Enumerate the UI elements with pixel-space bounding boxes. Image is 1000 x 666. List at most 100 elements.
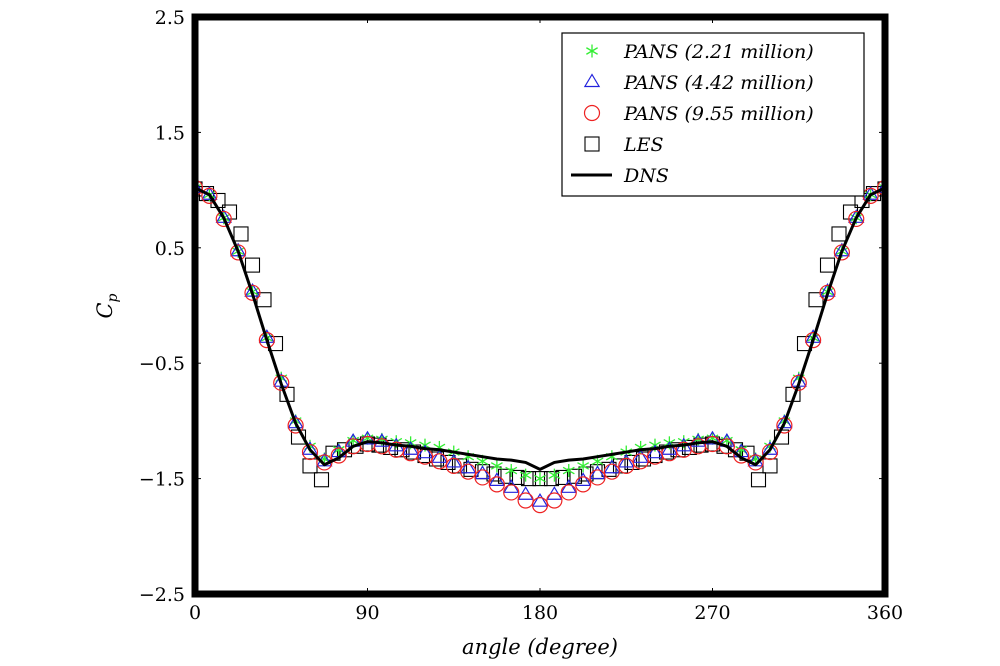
data-point-circle: [474, 469, 491, 486]
data-point-square: [509, 469, 525, 485]
data-point-square: [428, 451, 445, 467]
series-star: [195, 181, 885, 486]
data-point-square: [601, 461, 617, 477]
data-point-circle: [718, 438, 735, 455]
y-tick-label: 1.5: [155, 122, 185, 144]
data-point-square: [819, 257, 836, 273]
data-point-circle: [575, 476, 592, 493]
data-point-square: [612, 458, 629, 474]
data-point-circle: [632, 453, 649, 470]
data-point-triangle: [431, 449, 448, 463]
data-point-circle: [488, 476, 505, 493]
legend-symbol-square: [584, 136, 600, 152]
data-point-triangle: [776, 414, 793, 429]
y-axis-label-subscript: p: [105, 293, 121, 302]
data-point-circle: [273, 374, 290, 391]
data-point-square: [762, 458, 778, 474]
data-point-triangle: [618, 453, 635, 468]
x-tick-label: 180: [522, 602, 558, 624]
data-point-circle: [195, 179, 204, 196]
data-point-circle: [876, 179, 885, 196]
legend-label: PANS (2.21 million): [623, 41, 814, 63]
legend-label-name: PANS: [623, 103, 678, 125]
data-point-triangle: [195, 179, 204, 193]
series-line-dns: [195, 186, 885, 471]
data-point-triangle: [589, 465, 606, 480]
data-point-star: [562, 464, 575, 478]
data-point-circle: [603, 463, 620, 480]
x-axis-label: angle (degree): [462, 635, 618, 659]
y-axis-label: Cp: [93, 293, 121, 318]
data-point-triangle: [574, 472, 592, 487]
series-triangle: [195, 179, 885, 507]
data-point-triangle: [488, 472, 506, 487]
legend: PANS (2.21 million)PANS (4.42 million)PA…: [561, 32, 865, 197]
tick-layer: 0 90 180 270 360 −2.5 −1.5 −0.5 0.5 1.5 2.5: [139, 7, 903, 624]
y-tick-label: 2.5: [155, 7, 185, 29]
data-point-square: [831, 226, 847, 242]
data-point-triangle: [287, 414, 304, 429]
data-point-triangle: [215, 209, 232, 223]
y-axis-label-main: C: [93, 302, 117, 318]
data-point-triangle: [876, 179, 885, 193]
data-point-triangle: [848, 209, 865, 223]
data-point-circle: [230, 244, 247, 261]
data-point-triangle: [646, 444, 664, 459]
x-tick-label: 360: [867, 602, 903, 624]
legend-symbol-circle: [583, 104, 601, 122]
data-point-square: [244, 257, 261, 273]
data-point-circle: [819, 284, 836, 301]
data-point-square: [233, 226, 249, 242]
data-point-triangle: [301, 441, 319, 455]
data-point-circle: [517, 492, 534, 509]
data-point-square: [256, 292, 272, 308]
legend-label: DNS: [623, 165, 669, 187]
data-point-square: [670, 442, 686, 458]
y-tick-label: −1.5: [139, 469, 185, 491]
data-point-circle: [776, 417, 793, 434]
x-tick-label: 90: [355, 602, 379, 624]
data-point-star: [519, 468, 532, 482]
data-point-star: [577, 459, 590, 473]
data-point-circle: [589, 469, 606, 486]
data-point-square: [750, 472, 767, 488]
data-point-circle: [287, 417, 304, 434]
plot-data-layer: [195, 179, 885, 514]
legend-label-detail: (4.42 million): [678, 72, 813, 94]
y-tick-label: −2.5: [139, 584, 185, 606]
data-point-circle: [503, 484, 520, 501]
legend-label-name: DNS: [623, 165, 669, 187]
data-point-square: [520, 471, 537, 487]
data-point-square: [302, 458, 318, 474]
legend-box: [561, 32, 865, 197]
data-point-circle: [201, 187, 218, 204]
y-tick-label: −0.5: [139, 353, 185, 375]
data-point-triangle: [531, 493, 549, 507]
data-point-square: [463, 461, 479, 477]
data-point-circle: [546, 492, 563, 509]
legend-label: LES: [623, 134, 664, 156]
x-tick-label: 270: [694, 602, 730, 624]
series-square: [195, 181, 885, 488]
data-point-square: [451, 458, 468, 474]
legend-marker-triangle: [583, 73, 601, 88]
legend-symbol-star: [586, 44, 598, 58]
data-point-triangle: [416, 444, 434, 459]
data-point-triangle: [474, 465, 491, 480]
data-point-circle: [618, 457, 635, 475]
data-point-star: [548, 468, 561, 482]
data-point-square: [532, 471, 548, 487]
data-point-square: [394, 442, 410, 458]
legend-marker-circle: [583, 104, 601, 122]
data-point-circle: [848, 210, 865, 228]
plot-area: [195, 179, 885, 514]
data-point-star: [490, 459, 503, 473]
data-point-circle: [301, 443, 319, 461]
legend-marker-square: [584, 136, 600, 152]
data-point-star: [534, 472, 546, 486]
x-tick-label: 0: [189, 602, 201, 624]
legend-label-detail: (9.55 million): [678, 103, 813, 125]
data-point-circle: [790, 374, 807, 391]
data-point-square: [808, 292, 824, 308]
